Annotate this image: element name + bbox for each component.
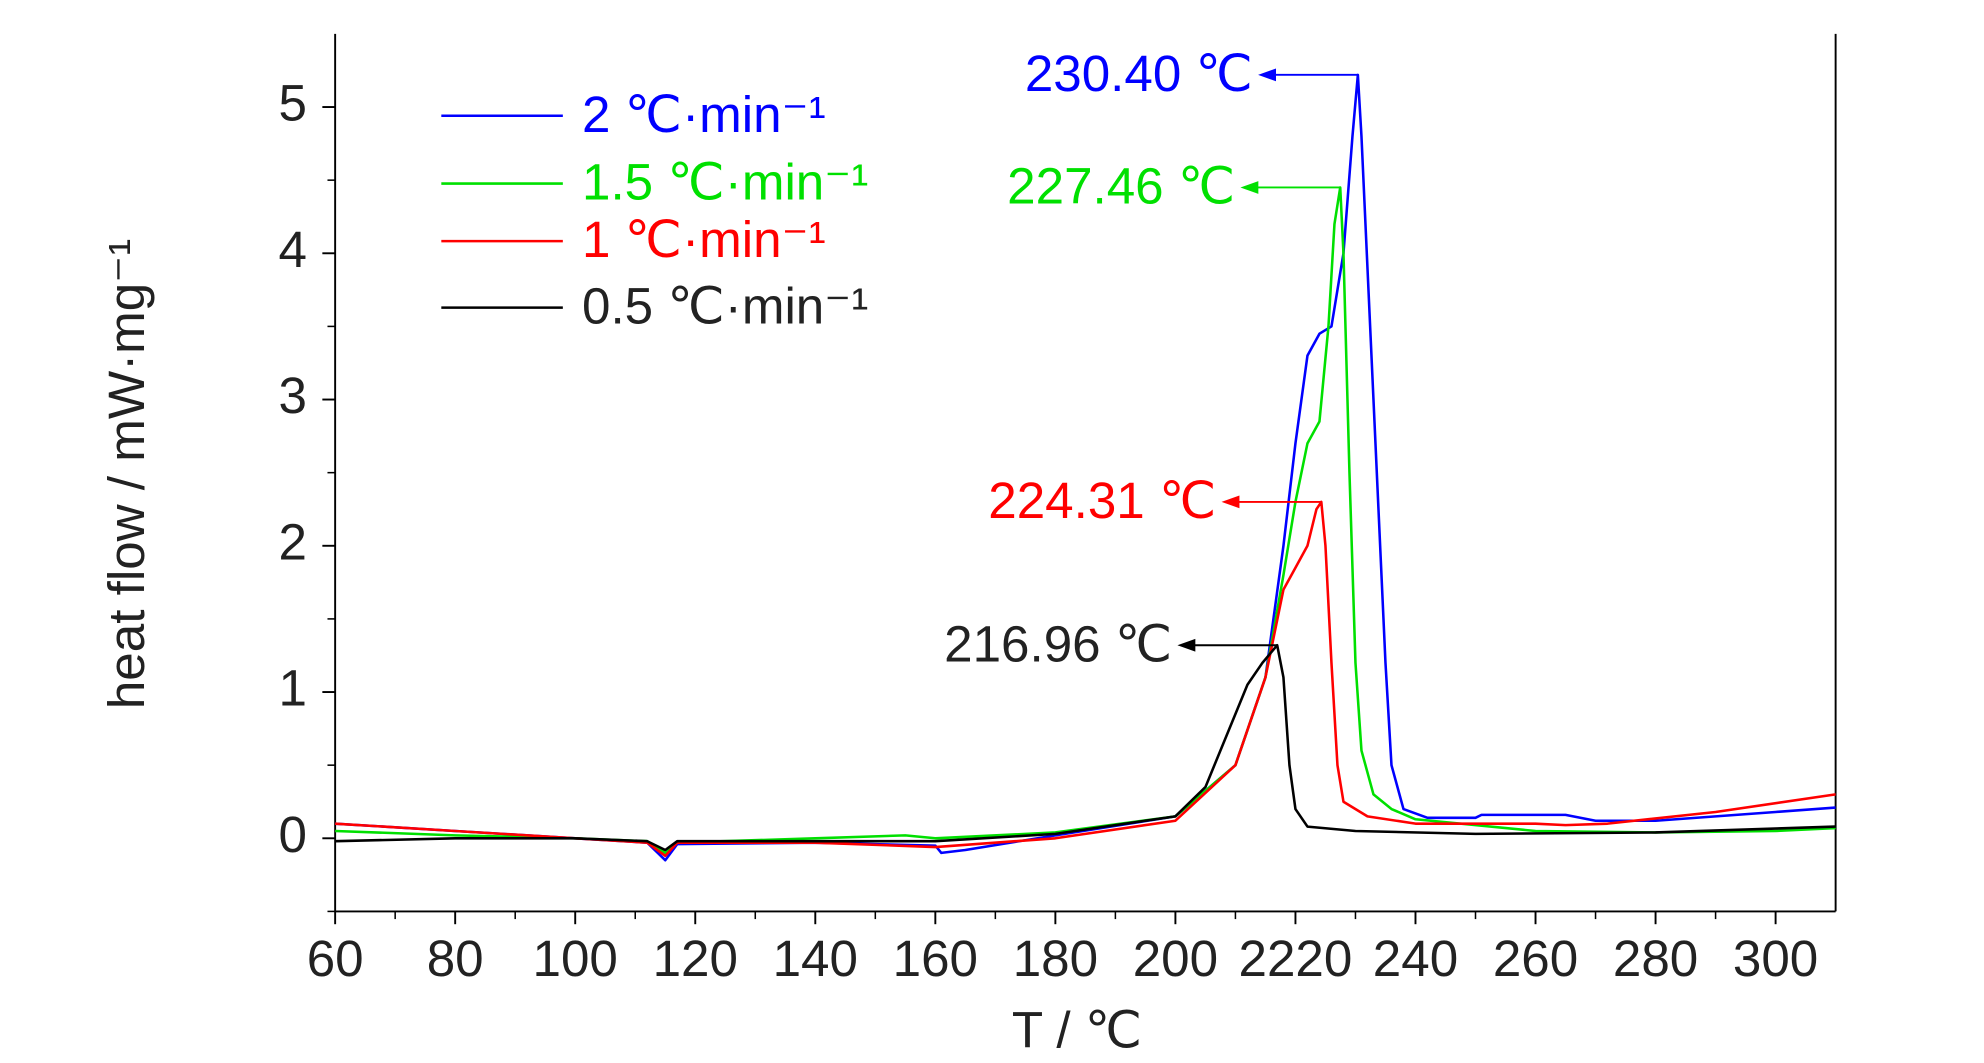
- legend-label: 1 ℃·min⁻¹: [582, 211, 826, 268]
- arrow-head: [1258, 68, 1276, 82]
- x-tick-label: 180: [1013, 930, 1098, 987]
- x-tick-label: 2220: [1239, 930, 1353, 987]
- x-tick-label: 80: [427, 930, 484, 987]
- x-tick-label: 240: [1373, 930, 1458, 987]
- x-tick-label: 200: [1133, 930, 1218, 987]
- legend-label: 0.5 ℃·min⁻¹: [582, 278, 868, 335]
- x-tick-label: 280: [1613, 930, 1698, 987]
- data-line: [335, 643, 1836, 852]
- annotation-label: 216.96 ℃: [944, 615, 1172, 672]
- y-tick-label: 5: [279, 75, 307, 132]
- y-tick-label: 3: [279, 367, 307, 424]
- y-tick-label: 1: [279, 660, 307, 717]
- y-tick-label: 2: [279, 513, 307, 570]
- y-tick-label: 4: [279, 221, 307, 278]
- y-axis-label: heat flow / mW·mg⁻¹: [98, 239, 155, 709]
- data-line: [335, 500, 1836, 858]
- arrow-head: [1221, 495, 1240, 509]
- x-tick-label: 260: [1493, 930, 1578, 987]
- x-tick-label: 160: [893, 930, 978, 987]
- arrow-head: [1240, 181, 1259, 194]
- x-tick-label: 140: [773, 930, 858, 987]
- x-tick-label: 120: [653, 930, 738, 987]
- x-tick-label: 300: [1733, 930, 1818, 987]
- legend-label: 2 ℃·min⁻¹: [582, 86, 826, 143]
- x-tick-label: 60: [307, 930, 364, 987]
- x-tick-label: 100: [533, 930, 618, 987]
- annotation-label: 230.40 ℃: [1025, 45, 1253, 102]
- x-axis-label: T / ℃: [1012, 1002, 1142, 1059]
- arrow-head: [1177, 638, 1196, 652]
- y-tick-label: 0: [279, 806, 307, 863]
- annotation-label: 224.31 ℃: [988, 472, 1216, 529]
- annotation-label: 227.46 ℃: [1007, 158, 1235, 215]
- legend-label: 1.5 ℃·min⁻¹: [582, 154, 868, 211]
